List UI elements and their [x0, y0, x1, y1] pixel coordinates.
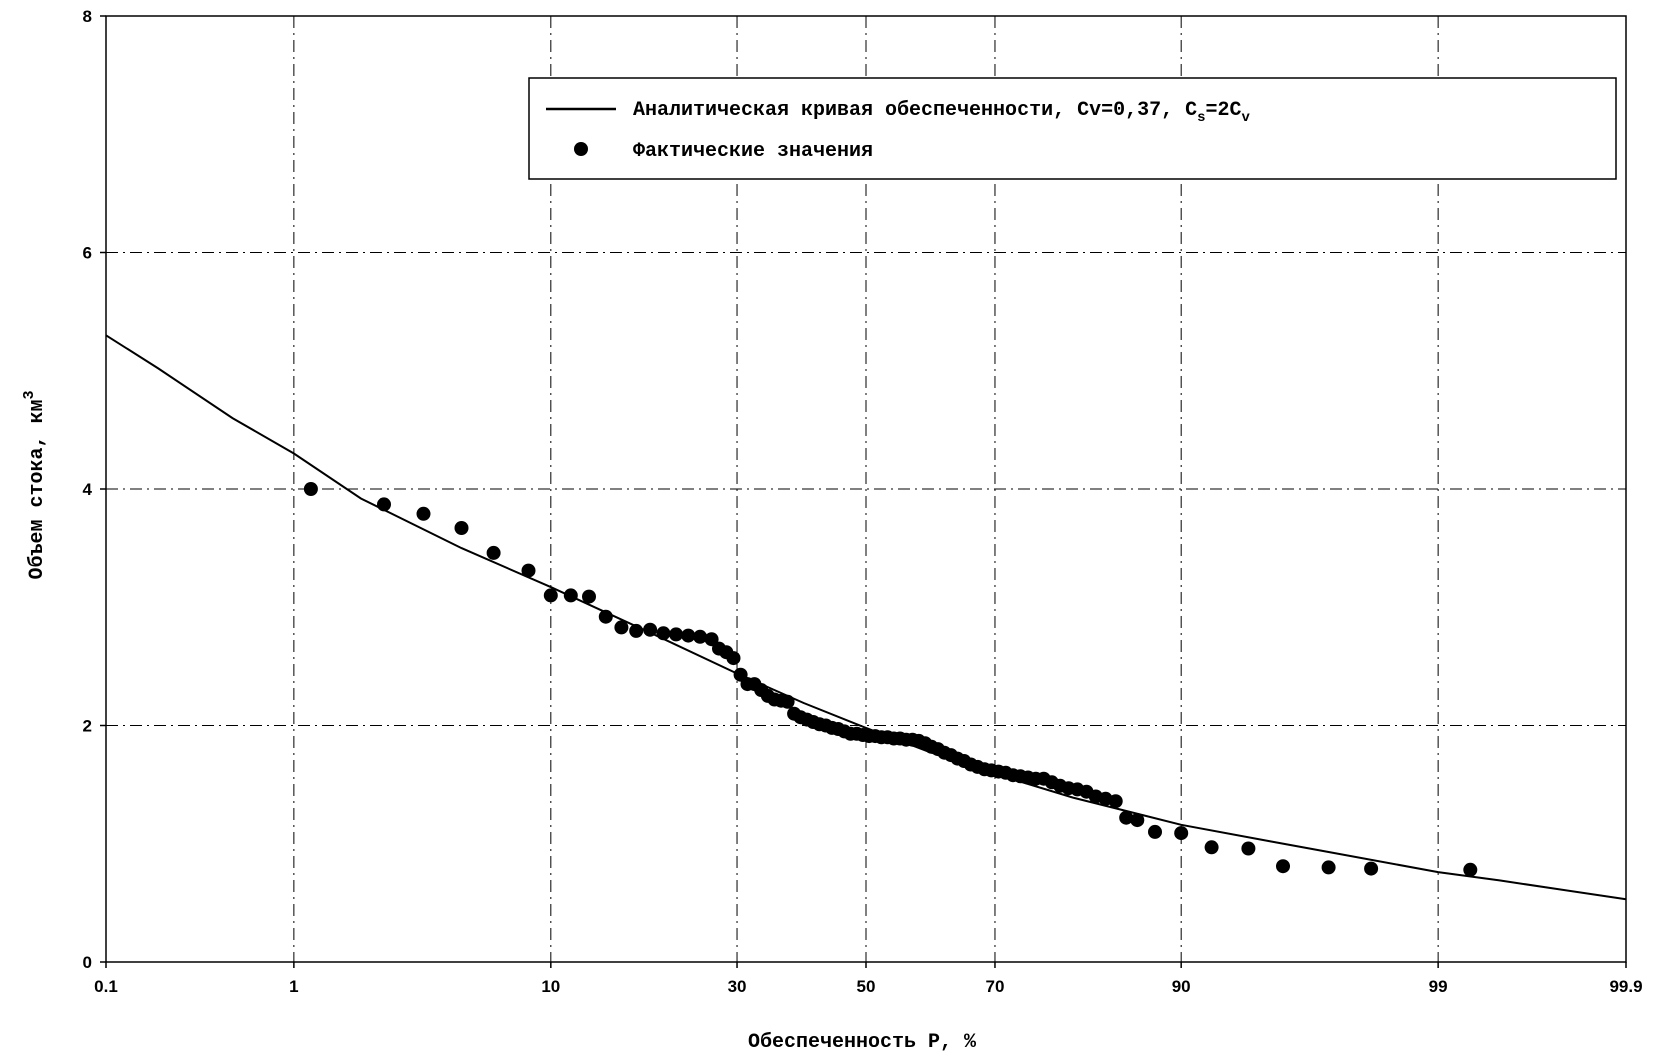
data-point: [780, 694, 795, 709]
data-point: [629, 623, 644, 638]
data-point: [303, 482, 318, 496]
legend-dot-swatch: [574, 142, 588, 156]
x-tick-label-99: 99: [1429, 977, 1448, 996]
x-tick-label-90: 90: [1172, 977, 1191, 996]
data-point: [454, 521, 469, 535]
y-tick-labels: 0 2 4 6 8: [83, 7, 106, 972]
data-point: [1276, 859, 1290, 874]
data-point: [669, 627, 684, 642]
data-point: [1204, 840, 1219, 855]
data-point: [1174, 826, 1189, 841]
data-point: [1119, 810, 1134, 825]
data-point: [543, 588, 558, 603]
data-point: [1108, 794, 1123, 809]
x-tick-label-50: 50: [857, 977, 876, 996]
y-tick-label-2: 2: [83, 717, 92, 736]
data-point: [1364, 861, 1379, 876]
x-tick-label-30: 30: [728, 977, 747, 996]
data-point: [656, 626, 671, 641]
x-axis-title: Обеспеченность Р, %: [748, 1031, 977, 1054]
data-point: [1321, 860, 1336, 875]
analytic-curve: [105, 334, 1627, 901]
x-tick-label-70: 70: [986, 977, 1005, 996]
x-tick-label-10: 10: [541, 977, 560, 996]
x-tick-labels: 0.1 1 10 30 50 70 90 99 99.9: [94, 962, 1643, 996]
y-tick-label-6: 6: [83, 244, 92, 263]
data-point: [704, 632, 719, 647]
y-tick-label-4: 4: [83, 480, 93, 499]
data-point: [1148, 824, 1162, 839]
x-tick-label-1: 1: [289, 977, 298, 996]
legend-points-label: Фактические значения: [633, 140, 873, 163]
y-tick-label-8: 8: [83, 7, 92, 26]
data-point: [1463, 862, 1478, 877]
grid: [106, 16, 1626, 962]
actual-points: [303, 482, 1478, 877]
data-point: [681, 628, 696, 643]
data-point: [416, 506, 431, 521]
data-point: [563, 588, 578, 603]
data-point: [598, 609, 613, 624]
y-tick-label-0: 0: [83, 953, 92, 972]
data-point: [726, 651, 741, 666]
data-point: [377, 497, 391, 512]
data-point: [521, 563, 536, 578]
x-tick-label-99.9: 99.9: [1609, 977, 1642, 996]
data-point: [486, 545, 501, 560]
data-point: [582, 589, 596, 604]
legend-box: [528, 77, 1617, 180]
data-point: [693, 629, 708, 644]
legend: Аналитическая кривая обеспеченности, Cv=…: [528, 77, 1617, 180]
legend-curve-label: Аналитическая кривая обеспеченности, Cv=…: [633, 99, 1251, 126]
data-point: [1241, 841, 1256, 856]
data-point: [614, 620, 629, 635]
x-tick-label-0.1: 0.1: [94, 977, 118, 996]
y-axis-title: Объем стока, км3: [21, 390, 49, 579]
data-point: [1130, 813, 1145, 828]
data-point: [643, 622, 658, 637]
